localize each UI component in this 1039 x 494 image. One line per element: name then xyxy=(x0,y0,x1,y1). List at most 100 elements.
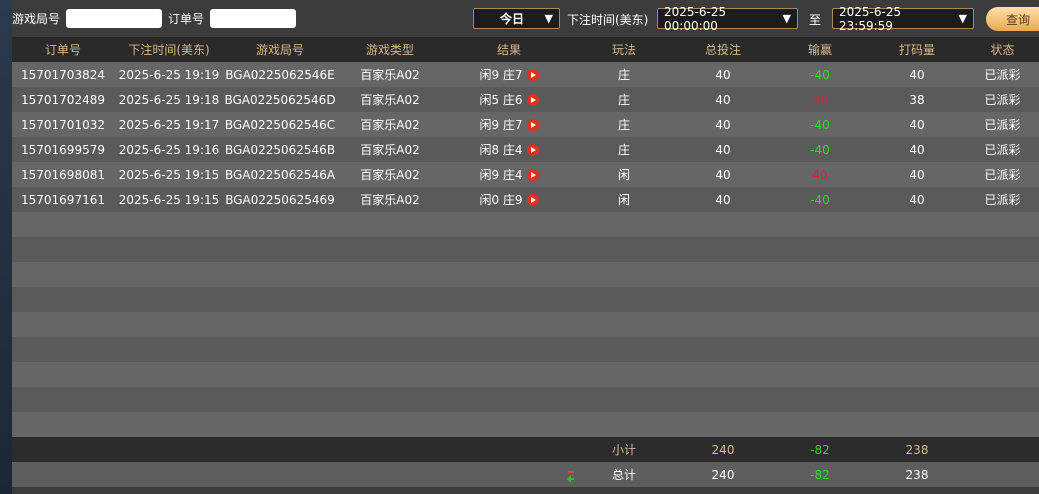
status-value: 已派彩 xyxy=(984,143,1021,157)
game-type-value: 百家乐A02 xyxy=(360,68,420,82)
cell-order-no: 15701697161 xyxy=(12,187,114,212)
header-valid-bet[interactable]: 打码量 xyxy=(898,43,935,57)
cell-valid-bet: 238 xyxy=(868,437,966,462)
header-bet-time[interactable]: 下注时间(美东) xyxy=(128,43,210,57)
header-game-type[interactable]: 游戏类型 xyxy=(365,43,414,57)
subtotal-win-loss: -82 xyxy=(810,442,830,457)
header-order-no[interactable]: 订单号 xyxy=(44,43,81,57)
order-no-value: 15701703824 xyxy=(21,67,105,82)
order-input[interactable] xyxy=(210,9,297,28)
cell-total-bet: 40 xyxy=(674,62,772,87)
cell-status: 已派彩 xyxy=(966,187,1039,212)
bet-time-value: 2025-6-25 19:15 xyxy=(118,167,220,182)
bet-type-value: 庄 xyxy=(617,93,630,107)
cell-bet-time: 2025-6-25 19:18 xyxy=(114,87,224,112)
refresh-icon[interactable] xyxy=(566,467,574,483)
cell-game-type: 百家乐A02 xyxy=(336,62,444,87)
cell-win-loss: -82 xyxy=(772,462,868,487)
bet-time-value: 2025-6-25 19:15 xyxy=(118,192,220,207)
cell-result: 闲9 庄4 xyxy=(444,162,574,187)
cell-bet-type: 小计 xyxy=(574,437,674,462)
bet-records-table: 订单号 下注时间(美东) 游戏局号 游戏类型 结果 玩法 总投注 输赢 打码量 状态 157017… xyxy=(12,37,1039,487)
game-round-value: BGA0225062546D xyxy=(224,92,336,107)
status-value: 已派彩 xyxy=(984,93,1021,107)
total-row: 总计 240 -82 238 xyxy=(12,462,1039,487)
cell-bet-type: 庄 xyxy=(574,137,674,162)
header-result[interactable]: 结果 xyxy=(496,43,521,57)
cell-bet-type: 庄 xyxy=(574,62,674,87)
result-value: 闲9 庄7 xyxy=(479,118,523,132)
query-button[interactable]: 查询 xyxy=(986,7,1039,31)
date-range-value: 今日 xyxy=(500,12,525,26)
chevron-down-icon: ▼ xyxy=(544,12,553,25)
cell-total-bet: 40 xyxy=(674,87,772,112)
table-row[interactable]: 15701702489 2025-6-25 19:18 BGA0225062546D… xyxy=(12,87,1039,112)
end-time-select[interactable]: 2025-6-25 23:59:59 ▼ xyxy=(832,5,974,33)
table-row[interactable]: 15701698081 2025-6-25 19:15 BGA0225062546A… xyxy=(12,162,1039,187)
play-video-icon[interactable] xyxy=(526,169,539,181)
table-header: 订单号 下注时间(美东) 游戏局号 游戏类型 结果 玩法 总投注 输赢 打码量 状态 xyxy=(12,37,1039,62)
cell-game-round xyxy=(224,437,336,462)
valid-bet-value: 40 xyxy=(909,167,925,182)
cell-total-bet: 40 xyxy=(674,137,772,162)
date-range-select[interactable]: 今日 ▼ xyxy=(473,8,560,29)
cell-game-type: 百家乐A02 xyxy=(336,187,444,212)
bet-records-panel: 游戏局号 订单号 今日 ▼ 下注时间(美东) 2025-6-25 00:00:00… xyxy=(12,0,1039,494)
valid-bet-value: 40 xyxy=(909,67,925,82)
cell-game-round xyxy=(224,462,336,487)
play-video-icon[interactable] xyxy=(526,194,539,206)
header-status[interactable]: 状态 xyxy=(990,43,1015,57)
order-label: 订单号 xyxy=(168,12,205,26)
table-row[interactable]: 15701699579 2025-6-25 19:16 BGA0225062546B… xyxy=(12,137,1039,162)
win-loss-value: 40 xyxy=(812,167,828,182)
cell-bet-time: 2025-6-25 19:16 xyxy=(114,137,224,162)
cell-game-type: 百家乐A02 xyxy=(336,112,444,137)
table-row[interactable]: 15701703824 2025-6-25 19:19 BGA0225062546E… xyxy=(12,62,1039,87)
cell-total-bet: 40 xyxy=(674,112,772,137)
game-round-label: 游戏局号 xyxy=(12,12,61,26)
header-game-round[interactable]: 游戏局号 xyxy=(255,43,304,57)
cell-result xyxy=(444,462,574,487)
total-bet-value: 40 xyxy=(715,117,731,132)
subtotal-label: 小计 xyxy=(611,443,636,457)
order-no-value: 15701699579 xyxy=(21,142,105,157)
cell-status xyxy=(966,437,1039,462)
cell-status: 已派彩 xyxy=(966,62,1039,87)
header-bet-type[interactable]: 玩法 xyxy=(611,43,636,57)
cell-order-no: 15701703824 xyxy=(12,62,114,87)
status-value: 已派彩 xyxy=(984,193,1021,207)
cell-game-round: BGA0225062546A xyxy=(224,162,336,187)
cell-game-type: 百家乐A02 xyxy=(336,87,444,112)
play-video-icon[interactable] xyxy=(526,69,539,81)
background-strip xyxy=(0,0,12,494)
start-time-select[interactable]: 2025-6-25 00:00:00 ▼ xyxy=(657,5,798,33)
cell-total-bet: 240 xyxy=(674,437,772,462)
cell-result: 闲9 庄7 xyxy=(444,112,574,137)
game-round-input[interactable] xyxy=(66,9,163,28)
empty-row xyxy=(12,262,1039,287)
game-type-value: 百家乐A02 xyxy=(360,143,420,157)
cell-win-loss: -40 xyxy=(772,187,868,212)
empty-row xyxy=(12,337,1039,362)
table-row[interactable]: 15701701032 2025-6-25 19:17 BGA0225062546C… xyxy=(12,112,1039,137)
subtotal-valid-bet: 238 xyxy=(905,442,929,457)
cell-total-bet: 40 xyxy=(674,162,772,187)
header-win-loss[interactable]: 输赢 xyxy=(807,43,832,57)
play-video-icon[interactable] xyxy=(526,119,539,131)
play-video-icon[interactable] xyxy=(526,144,539,156)
cell-bet-time xyxy=(114,437,224,462)
play-video-icon[interactable] xyxy=(526,94,539,106)
bet-time-value: 2025-6-25 19:17 xyxy=(118,117,220,132)
cell-status: 已派彩 xyxy=(966,87,1039,112)
cell-result: 闲0 庄9 xyxy=(444,187,574,212)
game-type-value: 百家乐A02 xyxy=(360,93,420,107)
empty-row xyxy=(12,237,1039,262)
chevron-down-icon: ▼ xyxy=(958,12,967,25)
bet-type-value: 庄 xyxy=(617,118,630,132)
game-round-value: BGA02250625469 xyxy=(225,192,335,207)
header-total-bet[interactable]: 总投注 xyxy=(704,43,741,57)
table-row[interactable]: 15701697161 2025-6-25 19:15 BGA02250625469… xyxy=(12,187,1039,212)
subtotal-total-bet: 240 xyxy=(711,442,735,457)
valid-bet-value: 38 xyxy=(909,92,925,107)
cell-bet-type: 总计 xyxy=(574,462,674,487)
